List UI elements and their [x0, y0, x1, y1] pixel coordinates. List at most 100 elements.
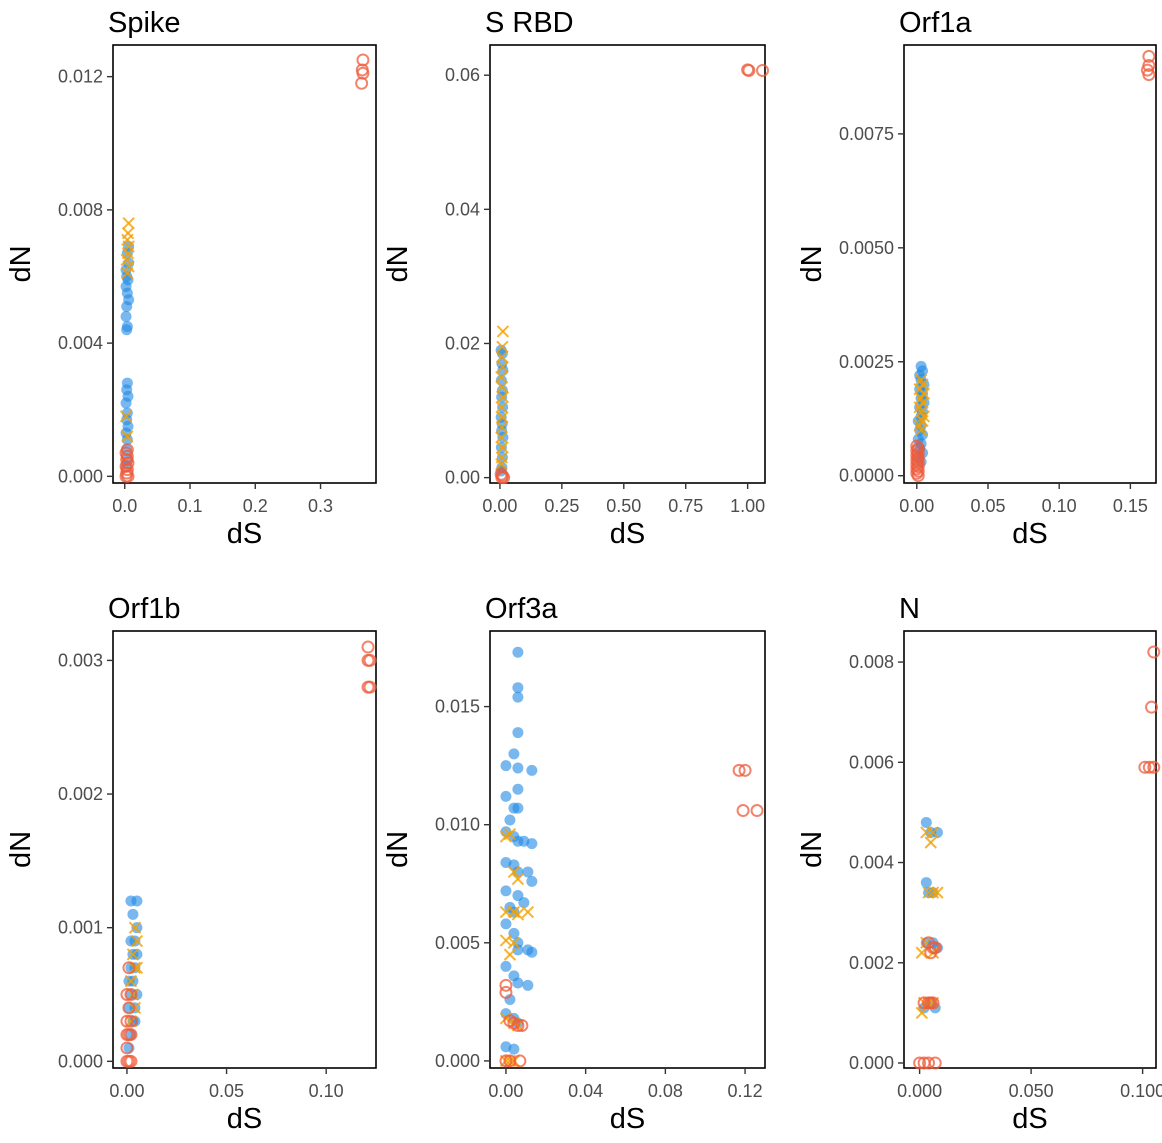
panel-1: Spike 0.0 0.1 0.2 0.3 0.000 0.004 0.008 0.012 dS d…	[5, 7, 377, 550]
data-point-cross	[496, 441, 509, 454]
data-point-open-circle	[515, 1018, 529, 1032]
data-point-open-circle	[1142, 49, 1156, 63]
data-point-open-circle	[511, 1018, 525, 1032]
data-point-open-circle	[124, 1014, 138, 1028]
data-point-open-circle	[120, 443, 134, 457]
data-point-open-circle	[503, 1054, 517, 1068]
y-tick-label: 0.001	[58, 918, 103, 938]
data-point-open-circle	[499, 985, 513, 999]
data-point-open-circle	[1147, 760, 1161, 774]
data-point-cross	[495, 458, 508, 471]
panel-6: N 0.000 0.050 0.100 0.000 0.002 0.004 0.006 0.00…	[796, 593, 1162, 1135]
data-point-cross	[495, 380, 509, 394]
data-point-cross	[924, 836, 937, 849]
y-tick-label: 0.002	[849, 953, 894, 973]
x-axis-title: dS	[1012, 1103, 1047, 1135]
data-point-cross	[130, 934, 144, 948]
data-point-dot	[512, 944, 524, 956]
data-point-cross	[926, 886, 940, 899]
data-point-open-circle	[928, 1056, 942, 1070]
data-point-open-circle	[922, 1056, 936, 1070]
y-tick-label: 0.003	[58, 650, 103, 670]
data-point-dot	[121, 324, 133, 336]
data-point-dot	[131, 948, 143, 960]
x-tick-label: 0.75	[668, 496, 703, 516]
data-point-cross	[503, 827, 517, 841]
data-point-dot	[121, 270, 133, 282]
data-point-open-circle	[120, 987, 134, 1001]
data-point-open-circle	[361, 640, 375, 654]
x-tick-label: 0.1	[177, 496, 202, 516]
data-point-open-circle	[124, 1028, 138, 1042]
data-point-dot	[512, 646, 524, 658]
y-tick-label: 0.015	[435, 697, 480, 717]
data-point-cross	[119, 410, 133, 423]
y-tick-label: 0.000	[435, 1051, 480, 1071]
data-point-open-circle	[917, 996, 931, 1010]
data-point-dot	[512, 866, 524, 878]
y-tick-label: 0.008	[849, 652, 894, 672]
data-point-dot	[121, 434, 133, 446]
data-point-cross	[511, 908, 525, 921]
data-point-dot	[526, 946, 538, 958]
data-point-open-circle	[495, 471, 509, 485]
data-point-cross	[926, 826, 940, 839]
y-tick-label: 0.0050	[839, 238, 894, 258]
data-point-dot	[120, 310, 132, 322]
y-tick-label: 0.012	[58, 67, 103, 87]
data-point-cross	[496, 411, 509, 424]
data-point-cross	[126, 948, 140, 961]
x-tick-label: 0.00	[488, 1081, 523, 1101]
data-point-cross	[503, 948, 517, 961]
y-tick-label: 0.04	[445, 199, 480, 219]
x-tick-label: 1.00	[730, 496, 765, 516]
y-axis-title: dN	[5, 245, 37, 282]
x-tick-label: 0.05	[209, 1081, 244, 1101]
panel-title: Spike	[108, 7, 181, 39]
data-point-cross	[496, 325, 510, 338]
x-tick-label: 0.0	[112, 496, 137, 516]
x-axis-title: dS	[610, 518, 645, 550]
data-point-dot	[500, 790, 512, 802]
data-point-open-circle	[124, 987, 138, 1001]
data-point-dot	[127, 908, 139, 920]
data-point-cross	[496, 340, 509, 354]
x-tick-label: 0.10	[1042, 496, 1077, 516]
data-point-open-circle	[1145, 700, 1159, 714]
data-point-dot	[500, 960, 512, 972]
y-tick-label: 0.0025	[839, 352, 894, 372]
data-point-cross	[128, 921, 142, 934]
data-point-dot	[920, 816, 932, 828]
data-point-dot	[508, 1043, 520, 1055]
panel-frame	[903, 630, 1157, 1069]
data-point-cross	[507, 865, 521, 879]
x-tick-label: 0.25	[544, 496, 579, 516]
data-point-dot	[120, 397, 132, 409]
x-tick-label: 0.00	[899, 496, 934, 516]
x-tick-label: 0.08	[648, 1081, 683, 1101]
data-point-dot	[508, 748, 520, 760]
data-point-cross	[511, 872, 525, 886]
data-point-cross	[495, 350, 509, 364]
y-tick-label: 0.02	[445, 333, 480, 353]
y-tick-label: 0.004	[58, 333, 103, 353]
data-point-dot	[522, 866, 534, 878]
x-tick-label: 0.05	[970, 496, 1005, 516]
data-point-cross	[496, 390, 510, 404]
data-point-cross	[496, 360, 509, 374]
panel-title: Orf1a	[899, 7, 972, 39]
panel-title: Orf3a	[485, 593, 558, 625]
y-axis-title: dN	[382, 831, 414, 868]
data-point-cross	[495, 370, 508, 384]
data-point-open-circle	[1142, 760, 1156, 774]
data-point-dot	[512, 727, 524, 739]
data-point-dot	[504, 993, 516, 1005]
x-tick-label: 0.050	[1009, 1081, 1054, 1101]
x-axis-title: dS	[227, 518, 262, 550]
x-tick-label: 0.00	[109, 1081, 144, 1101]
data-point-dot	[500, 918, 512, 930]
y-axis-title: dN	[5, 831, 37, 868]
panel-frame	[112, 630, 377, 1069]
data-point-dot	[512, 691, 524, 703]
